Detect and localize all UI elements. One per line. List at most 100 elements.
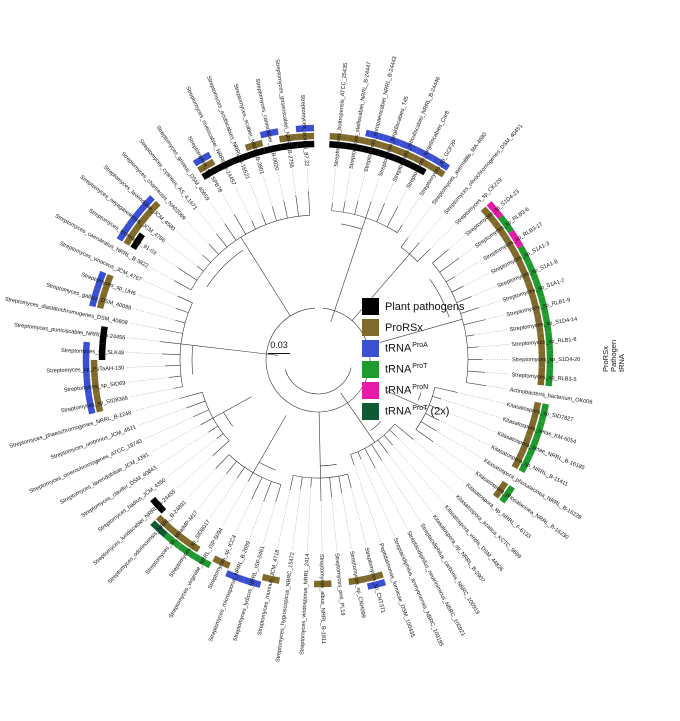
leaf-label: Streptomyces_hygroscopicus_NBRC_15472 — [275, 552, 296, 663]
leaf-label: Streptomyces_sp_RLB1-8 — [511, 337, 577, 348]
leaf-branch — [456, 296, 472, 303]
leaf-branch — [364, 448, 376, 468]
ring-segment-trna — [116, 223, 133, 242]
legend-item-prorsx: ProRSx — [362, 318, 502, 337]
scale-bar: 0.03 — [268, 340, 290, 354]
leaf-branch — [466, 382, 487, 386]
ring-segment-pathogen — [150, 496, 167, 514]
leaf-branch — [158, 328, 183, 334]
subclade-arc — [223, 412, 233, 427]
leaf-guide — [235, 498, 252, 534]
leaf-branch — [202, 254, 211, 263]
leaf-guide — [306, 168, 309, 192]
ring-segment-trna — [533, 420, 545, 440]
leaf-guide — [143, 280, 178, 297]
leaf-guide — [473, 329, 508, 336]
leaf-branch — [425, 413, 439, 421]
leaf-branch — [434, 386, 458, 393]
leaf-branch — [186, 400, 206, 409]
subclade-arc — [417, 392, 422, 401]
leaf-guide — [222, 481, 249, 527]
leaf-guide — [197, 210, 217, 234]
leaf-branch — [347, 474, 352, 488]
legend-label: ProRSx — [385, 321, 423, 334]
leaf-guide — [137, 294, 177, 309]
leaf-guide — [484, 372, 510, 375]
leaf-branch — [247, 472, 254, 482]
ring-segment-prorsx — [101, 273, 114, 293]
legend-item-plant-pathogens: Plant pathogens — [362, 297, 502, 316]
ring-segment-pathogen — [263, 144, 282, 154]
ring-segment-prorsx — [244, 139, 264, 152]
leaf-branch — [383, 434, 393, 446]
legend-swatch-icon — [362, 361, 379, 378]
ring-segment-pathogen — [216, 158, 235, 172]
leaf-guide — [129, 388, 174, 398]
leaf-branch — [460, 307, 479, 314]
leaf-guide — [457, 392, 506, 404]
leaf-guide — [344, 170, 351, 202]
subclade-arc — [191, 345, 194, 375]
ring-segment-prorsx — [534, 315, 544, 334]
leaf-label: Peptidalmonas_formicae_DSM_100435 — [377, 543, 415, 638]
legend-swatch-icon — [362, 298, 379, 315]
ring-segment-trna — [126, 208, 143, 227]
ring-segment-trna — [532, 278, 545, 298]
leaf-label: Streptomyces_sp_CK229 — [454, 177, 503, 226]
legend-label: tRNAProN — [385, 384, 429, 397]
annotation-rings — [82, 124, 554, 590]
ring-segment-prorsx — [492, 480, 509, 499]
legend-item-trna-prot-2x: tRNAProT (2x) — [362, 402, 502, 421]
leaf-guide — [292, 488, 301, 551]
leaf-label: Streptomyces_sp_RLB3-5 — [511, 372, 577, 383]
leaf-branch — [162, 353, 181, 355]
leaf-guide — [209, 201, 226, 224]
ring-segment-prorsx — [168, 526, 187, 543]
leaf-guide — [248, 500, 265, 540]
ring-segment-trna — [163, 532, 182, 549]
ring-segment-prorsx — [155, 514, 174, 532]
leaf-guide — [132, 308, 176, 321]
leaf-branch — [420, 421, 437, 432]
clade-stem — [330, 217, 367, 323]
ring-segment-prorsx — [197, 158, 216, 174]
ring-segment-trna — [399, 140, 419, 154]
clade-stem — [252, 415, 287, 473]
leaf-branch — [415, 429, 434, 442]
leaf-branch — [397, 224, 403, 233]
leaf-guide — [486, 385, 508, 390]
leaf-guide — [357, 173, 366, 202]
leaf-branch — [173, 386, 183, 389]
ring-segment-prorsx — [525, 418, 538, 437]
ring-segment-trna — [366, 578, 386, 590]
leaf-guide — [137, 407, 187, 426]
leaf-branch — [177, 295, 193, 304]
leaf-branch — [237, 467, 245, 479]
subclade-arc — [258, 462, 276, 471]
legend-label: tRNAProA — [385, 342, 428, 355]
leaf-branch — [338, 476, 343, 493]
leaf-branch — [467, 346, 479, 349]
clade-stem — [212, 396, 252, 419]
ring-segment-trna — [508, 229, 524, 249]
leaf-branch — [310, 477, 312, 487]
leaf-label: Kitasatospora_setae_NRRL_B-16185 — [496, 431, 585, 472]
leaf-branch — [261, 213, 267, 225]
leaf-guide — [320, 500, 323, 552]
leaf-guide — [350, 487, 367, 546]
subclade-arc — [206, 249, 244, 288]
ring-segment-prorsx — [365, 571, 384, 582]
leaf-guide — [292, 169, 297, 196]
leaf-branch — [175, 319, 186, 324]
leaf-guide — [129, 322, 160, 329]
ring-segment-prorsx — [96, 290, 108, 310]
leaf-branch — [168, 375, 181, 378]
leaf-branch — [432, 249, 449, 264]
leaf-branch — [215, 454, 230, 469]
ring-segment-pathogen — [408, 161, 427, 176]
ring-segment-trna — [82, 341, 90, 361]
leaf-branch — [180, 391, 203, 399]
leaf-label: Actinobacteria_bacterium_OK006 — [509, 387, 593, 406]
leaf-guide — [387, 452, 434, 514]
legend-item-trna-proa: tRNAProA — [362, 339, 502, 358]
